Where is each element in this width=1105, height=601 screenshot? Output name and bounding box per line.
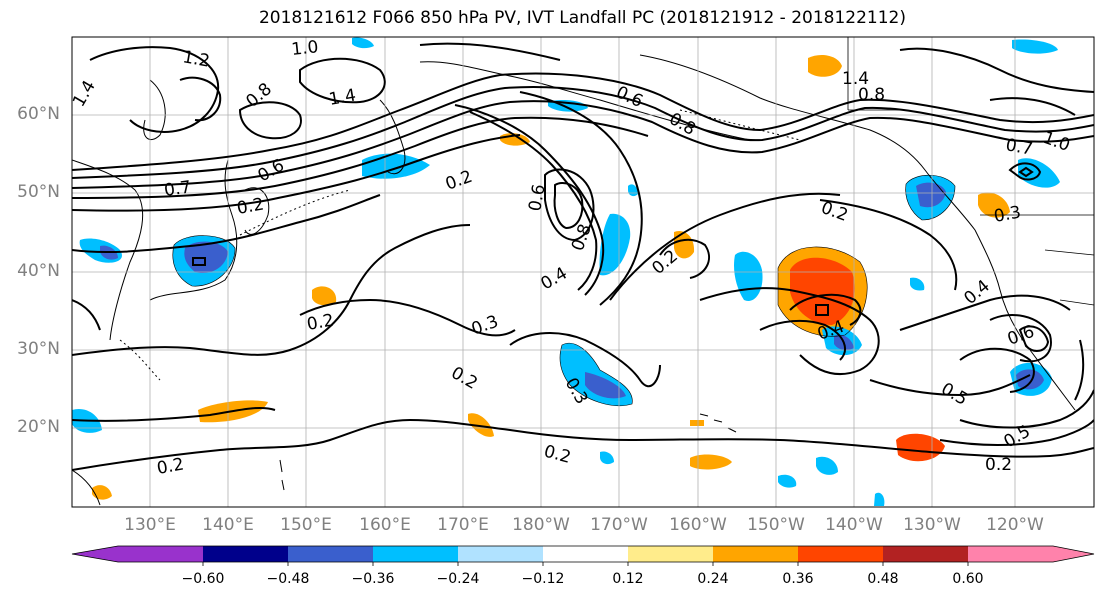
colorbar-segment [1053,546,1094,562]
colorbar-segment [628,546,713,562]
colorbar-segment [798,546,883,562]
lon-label: 150°E [280,515,332,535]
colorbar-segment [203,546,288,562]
lon-label: 160°E [359,515,411,535]
colorbar-segment [883,546,968,562]
contour-label: 0.3 [992,203,1022,227]
lon-label: 170°W [590,515,648,535]
colorbar-segment [543,546,628,562]
island-chains [119,109,801,381]
contour-label: 0.6 [525,183,549,213]
colorbar-tick-label: −0.12 [521,571,565,587]
colorbar-segment [288,546,373,562]
contour-label: 0.2 [235,195,265,219]
shading-outlines [172,174,956,407]
contour-label: 1.4 [842,69,869,89]
lat-label: 50°N [17,182,60,202]
colorbar-segment [72,546,118,562]
colorbar-tick-label: −0.36 [351,571,395,587]
ivt-contours [72,42,1094,471]
contour-label: 0.8 [858,85,885,105]
lon-label: 180°W [512,515,570,535]
colorbar-segment [118,546,203,562]
lon-label: 130°W [903,515,961,535]
colorbar-tick-label: −0.24 [436,571,480,587]
colorbar-segment [968,546,1053,562]
lon-label: 140°W [825,515,883,535]
colorbar-segment [713,546,798,562]
contour-label: 1.4 [327,86,357,110]
lon-label: 150°W [747,515,805,535]
graticule [72,37,1094,507]
lon-label: 140°E [202,515,254,535]
colorbar [71,545,1095,566]
lon-label: 160°W [669,515,727,535]
lat-label: 40°N [17,261,60,281]
lat-label: 30°N [17,339,60,359]
contour-label: 0.2 [985,455,1012,475]
lon-label: 130°E [124,515,176,535]
map-title: 2018121612 F066 850 hPa PV, IVT Landfall… [258,8,906,28]
lon-label: 170°E [437,515,489,535]
colorbar-tick-label: −0.60 [181,571,225,587]
lat-label: 60°N [17,104,60,124]
lat-label: 20°N [17,417,60,437]
contour-label: 0.2 [305,311,335,335]
colorbar-tick-label: 0.36 [782,571,814,587]
contour-label: 1.0 [290,37,319,60]
plot-frame [71,36,1095,508]
colorbar-tick-label: 0.12 [612,571,644,587]
colorbar-tick-label: −0.48 [266,571,310,587]
colorbar-tick-label: 0.60 [952,571,984,587]
colorbar-tick-label: 0.24 [697,571,729,587]
colorbar-tick-label: 0.48 [867,571,899,587]
colorbar-segment [458,546,543,562]
contour-label: 0.2 [155,455,185,479]
borders [847,37,1094,306]
colorbar-segment [373,546,458,562]
contour-label: 0.7 [1004,135,1034,159]
lon-label: 120°W [986,515,1044,535]
contour-label: 0.7 [163,177,193,201]
contour-label: 1.2 [181,47,211,71]
